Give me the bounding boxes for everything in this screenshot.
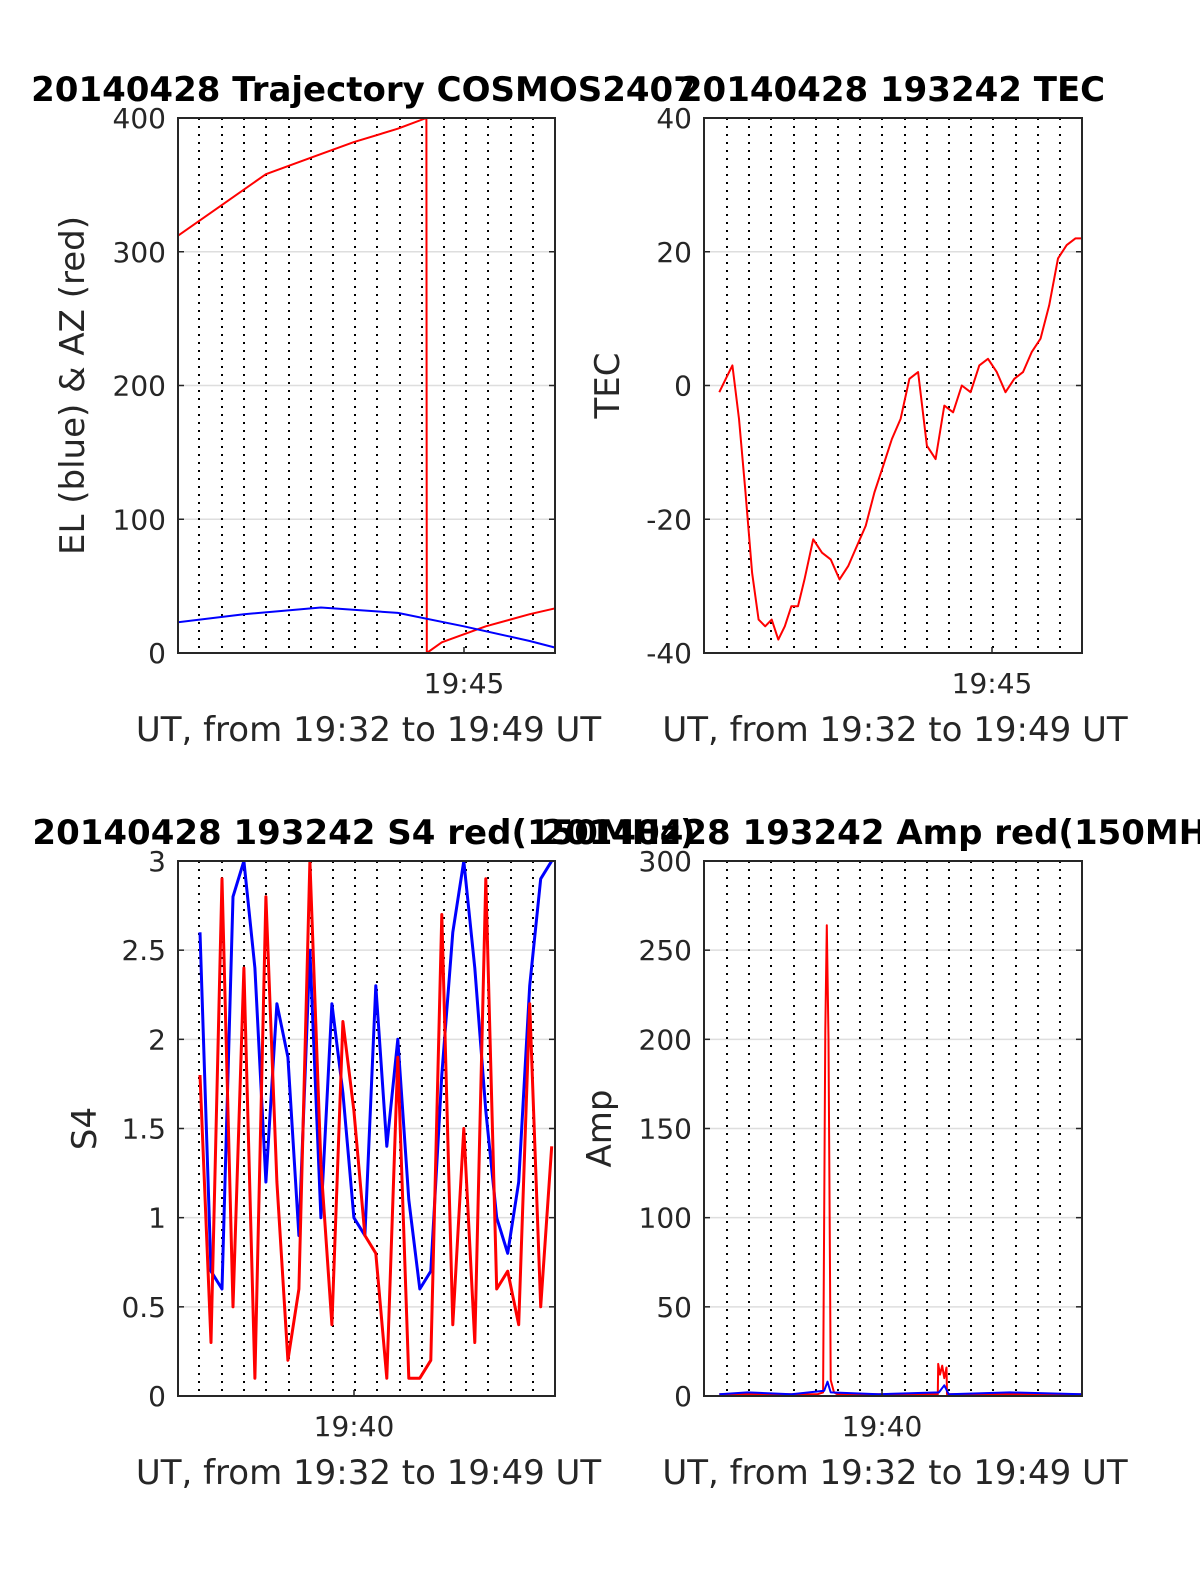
y-tick-label: 1	[148, 1202, 166, 1235]
tec-panel: -40 -20 0 20 40 19:45 UT, from 19:32 to 19:49 …	[588, 70, 1128, 750]
amp-panel: 0 50 100 150 200 250 300 19:40 UT, from 19:32 to…	[541, 813, 1200, 1493]
y-tick-label: 3	[148, 845, 166, 878]
y-axis-label: TEC	[588, 353, 628, 420]
y-tick-label: 400	[113, 102, 166, 135]
chart-title: 20140428 193242 S4 red(150MHz)	[32, 813, 695, 853]
x-axis-label: UT, from 19:32 to 19:49 UT	[662, 1453, 1128, 1493]
y-tick-label: -20	[646, 503, 692, 536]
y-tick-label: 40	[656, 102, 692, 135]
chart-title: 20140428 193242 Amp red(150MHz)	[541, 813, 1200, 853]
y-tick-label: 0.5	[121, 1291, 166, 1324]
y-tick-label: 1.5	[121, 1113, 166, 1146]
series-line-red	[178, 118, 555, 653]
chart-title: 20140428 Trajectory COSMOS2407	[31, 70, 697, 110]
y-tick-label: -40	[646, 637, 692, 670]
y-tick-label: 0	[148, 1380, 166, 1413]
series-line-red	[718, 237, 1082, 641]
y-tick-label: 150	[639, 1113, 692, 1146]
x-tick-label: 19:40	[314, 1410, 395, 1443]
y-tick-label: 0	[674, 1380, 692, 1413]
y-tick-label: 300	[639, 845, 692, 878]
series-line-blue	[719, 1380, 1082, 1396]
series-line-blue	[198, 861, 553, 1291]
x-tick-label: 19:45	[424, 667, 505, 700]
series-line-red	[198, 861, 554, 1380]
series-line-red	[719, 924, 1082, 1396]
y-tick-label: 0	[148, 637, 166, 670]
chart-title: 20140428 193242 TEC	[679, 70, 1105, 110]
series-line-blue	[178, 606, 555, 649]
y-tick-label: 2	[148, 1023, 166, 1056]
y-tick-label: 100	[639, 1202, 692, 1235]
y-tick-label: 0	[674, 370, 692, 403]
y-tick-label: 2.5	[121, 934, 166, 967]
x-tick-label: 19:45	[952, 667, 1033, 700]
y-tick-label: 50	[656, 1291, 692, 1324]
s4-panel: 0 0.5 1 1.5 2 2.5 3 19:40 UT, from 19:32 to 19:4…	[32, 813, 695, 1493]
y-axis-label: Amp	[580, 1090, 620, 1168]
y-tick-label: 200	[113, 370, 166, 403]
y-tick-label: 250	[639, 934, 692, 967]
y-axis-label: S4	[65, 1107, 105, 1150]
y-tick-label: 20	[656, 236, 692, 269]
x-axis-label: UT, from 19:32 to 19:49 UT	[136, 1453, 602, 1493]
x-tick-label: 19:40	[842, 1410, 923, 1443]
x-axis-label: UT, from 19:32 to 19:49 UT	[662, 710, 1128, 750]
y-tick-label: 300	[113, 236, 166, 269]
y-tick-label: 100	[113, 503, 166, 536]
x-axis-label: UT, from 19:32 to 19:49 UT	[136, 710, 602, 750]
y-axis-label: EL (blue) & AZ (red)	[53, 216, 93, 555]
y-tick-label: 200	[639, 1023, 692, 1056]
